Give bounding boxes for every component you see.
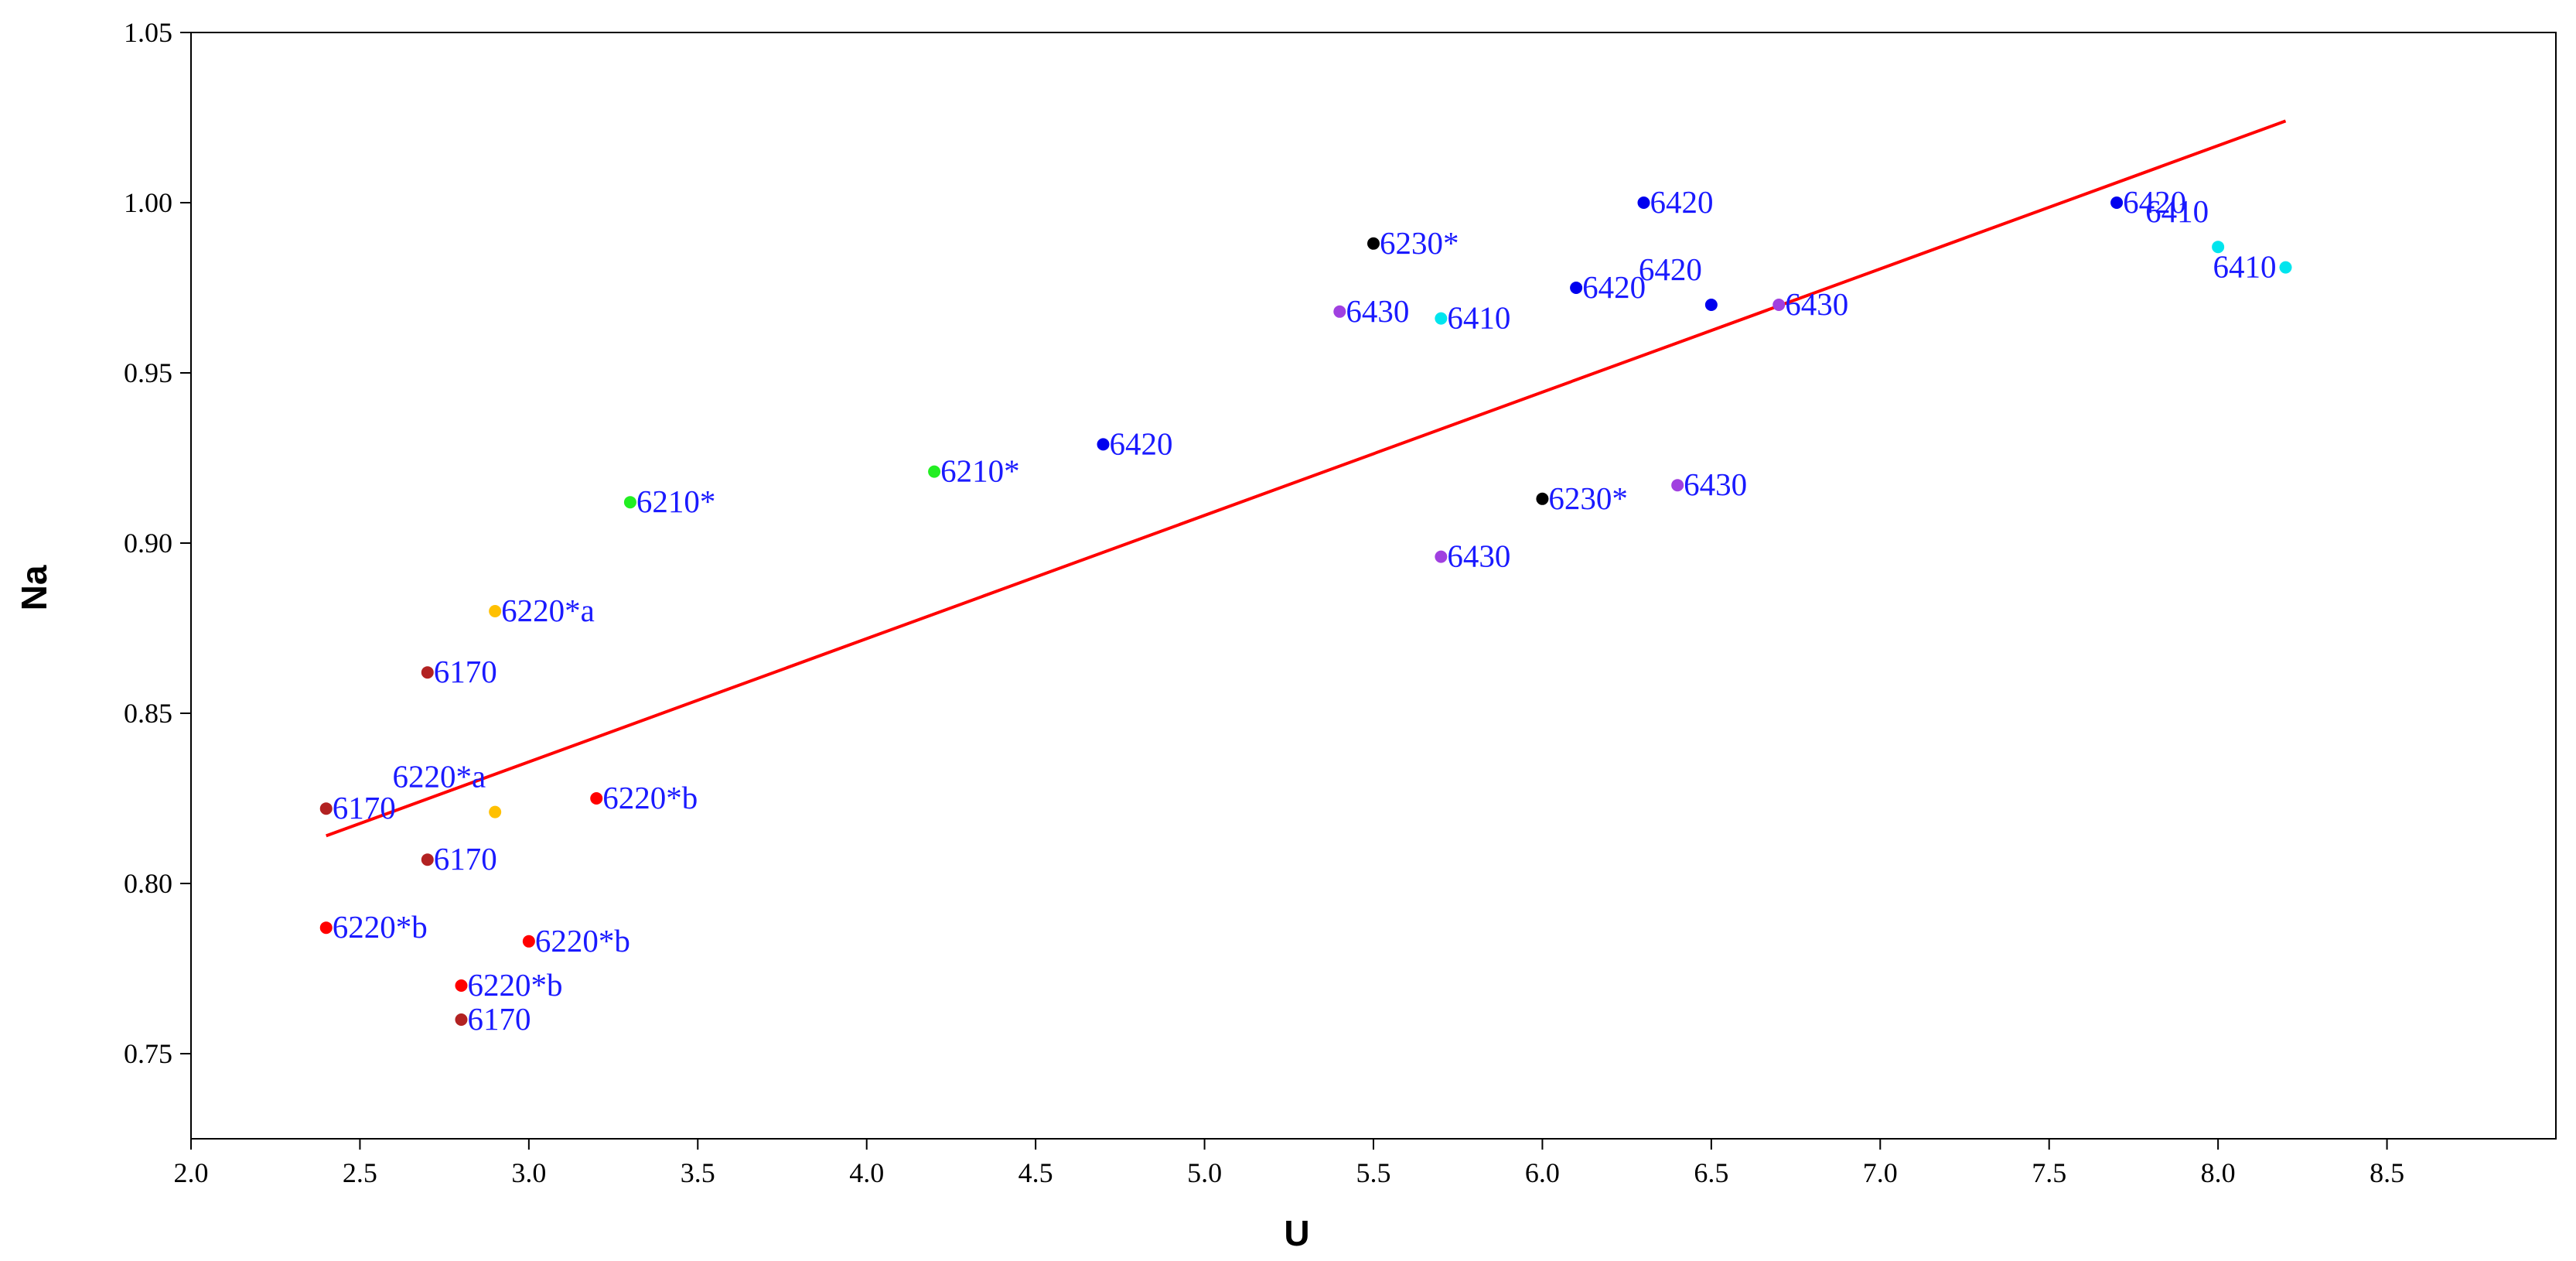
x-tick-label: 3.0 <box>511 1157 546 1188</box>
point-label: 6210* <box>636 484 716 519</box>
data-point <box>319 802 333 815</box>
point-label: 6420 <box>1110 425 1173 461</box>
point-label: 6420 <box>1639 251 1702 287</box>
y-tick-label: 0.75 <box>124 1038 172 1069</box>
y-tick-label: 0.80 <box>124 868 172 899</box>
data-point <box>2212 241 2225 254</box>
data-point <box>2110 196 2124 209</box>
point-label: 6420 <box>2123 184 2186 220</box>
x-tick-label: 7.5 <box>2032 1157 2066 1188</box>
point-label: 6170 <box>434 841 497 877</box>
point-label: 6430 <box>1346 293 1409 329</box>
point-label: 6230* <box>1380 225 1459 261</box>
x-tick-label: 3.5 <box>681 1157 715 1188</box>
y-tick-label: 0.90 <box>124 528 172 559</box>
point-label: 6430 <box>1785 286 1848 322</box>
point-label: 6170 <box>434 654 497 689</box>
point-label: 6420 <box>1650 184 1713 220</box>
point-label: 6220*b <box>602 780 698 815</box>
data-point <box>421 853 434 866</box>
data-point <box>1772 299 1786 311</box>
data-point <box>455 1013 468 1026</box>
point-label: 6420 <box>1582 269 1646 305</box>
data-point <box>2279 261 2292 274</box>
x-tick-label: 5.5 <box>1356 1157 1391 1188</box>
x-tick-label: 6.5 <box>1694 1157 1728 1188</box>
x-tick-label: 5.0 <box>1187 1157 1222 1188</box>
point-label: 6430 <box>1684 466 1747 502</box>
data-point <box>1671 479 1684 492</box>
y-tick-label: 1.05 <box>124 17 172 48</box>
data-point <box>319 921 333 935</box>
data-point <box>1097 438 1110 451</box>
point-label: 6220*b <box>467 967 562 1003</box>
point-label: 6210* <box>940 453 1020 489</box>
data-point <box>1435 550 1448 563</box>
data-point <box>623 496 636 509</box>
data-point <box>928 465 941 478</box>
x-tick-label: 6.0 <box>1525 1157 1560 1188</box>
data-point <box>421 666 434 679</box>
data-point <box>489 605 502 617</box>
data-point <box>1435 312 1448 325</box>
x-tick-label: 4.0 <box>849 1157 884 1188</box>
point-label: 6220*a <box>392 759 486 795</box>
point-label: 6170 <box>333 790 396 825</box>
point-label: 6220*a <box>501 593 595 628</box>
x-tick-label: 4.5 <box>1018 1157 1053 1188</box>
x-tick-label: 8.5 <box>2370 1157 2404 1188</box>
data-point <box>590 792 603 805</box>
point-label: 6220*b <box>333 909 428 945</box>
point-label: 6410 <box>1447 300 1510 336</box>
point-label: 6410 <box>2213 249 2277 285</box>
y-tick-label: 0.95 <box>124 357 172 388</box>
y-tick-label: 0.85 <box>124 698 172 729</box>
x-axis-title: U <box>1284 1213 1309 1253</box>
point-label: 6430 <box>1447 538 1510 574</box>
y-axis-title: Na <box>14 565 54 610</box>
x-tick-label: 7.0 <box>1863 1157 1898 1188</box>
point-label: 6220*b <box>535 923 630 959</box>
x-tick-label: 2.0 <box>174 1157 209 1188</box>
data-point <box>1570 282 1583 294</box>
data-point <box>455 979 468 992</box>
data-point <box>1637 196 1650 209</box>
point-label: 6410 <box>2145 193 2209 229</box>
data-point <box>1367 237 1380 250</box>
trendline <box>326 119 2287 838</box>
y-axis: 0.75 0.80 0.85 0.90 0.95 1.00 1.05 <box>124 17 191 1069</box>
x-tick-label: 2.5 <box>343 1157 377 1188</box>
x-tick-label: 8.0 <box>2201 1157 2236 1188</box>
plot-area <box>190 32 2557 1140</box>
data-point <box>489 805 502 818</box>
data-point <box>522 935 535 948</box>
x-axis: 2.0 2.5 3.0 3.5 4.0 4.5 5.0 5.5 6.0 6.5 7.0 7.5 8.0 8… <box>174 1139 2404 1188</box>
data-point <box>1536 492 1549 505</box>
point-label: 6230* <box>1548 480 1628 516</box>
data-point <box>1333 305 1346 318</box>
point-label: 6170 <box>467 1001 531 1037</box>
points-layer: 61706170617061706220*a6220*a6220*b6220*b… <box>319 184 2292 1037</box>
trendline-layer <box>326 119 2287 838</box>
y-tick-label: 1.00 <box>124 187 172 218</box>
data-point <box>1704 299 1718 311</box>
